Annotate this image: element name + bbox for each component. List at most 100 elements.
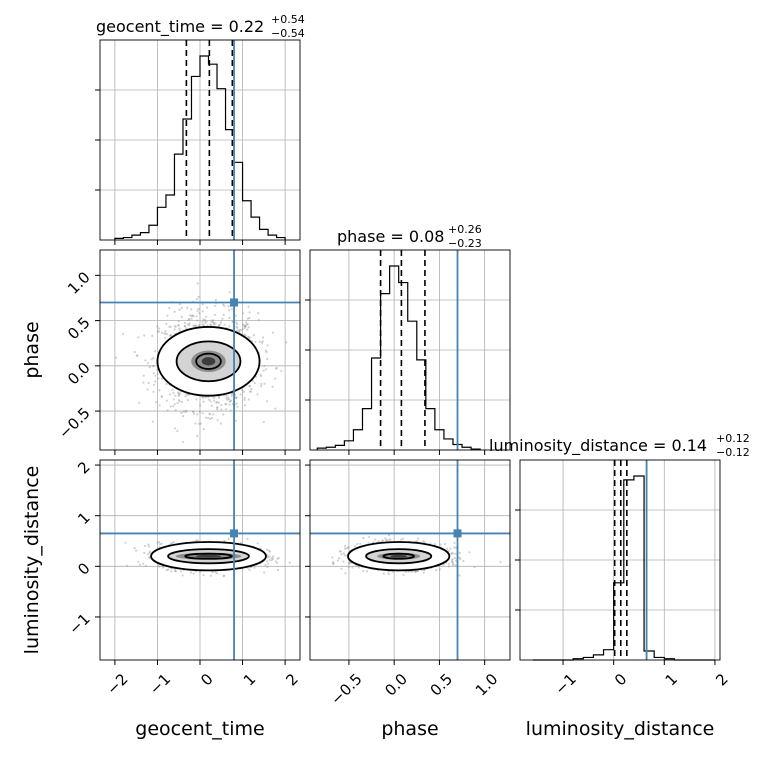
scatter-point bbox=[144, 564, 147, 568]
scatter-point bbox=[388, 538, 391, 541]
scatter-point bbox=[163, 332, 166, 335]
scatter-point bbox=[162, 566, 165, 569]
scatter-point bbox=[447, 549, 450, 552]
scatter-point bbox=[234, 419, 237, 422]
scatter-point bbox=[215, 401, 219, 404]
scatter-point bbox=[288, 561, 291, 564]
scatter-point bbox=[230, 395, 233, 398]
scatter-point bbox=[159, 543, 162, 546]
scatter-point bbox=[165, 399, 168, 402]
scatter-point bbox=[169, 334, 172, 337]
scatter-point bbox=[202, 574, 205, 577]
scatter-point bbox=[178, 392, 181, 395]
scatter-point bbox=[190, 314, 193, 318]
scatter-point bbox=[158, 389, 161, 392]
scatter-point bbox=[202, 400, 205, 403]
scatter-point bbox=[180, 315, 183, 319]
scatter-point bbox=[243, 396, 246, 399]
scatter-point bbox=[212, 413, 215, 416]
scatter-point bbox=[227, 305, 230, 308]
scatter-point bbox=[221, 317, 224, 320]
scatter-point bbox=[177, 320, 180, 323]
scatter-point bbox=[188, 322, 191, 325]
scatter-point bbox=[174, 325, 177, 328]
scatter-point bbox=[219, 422, 222, 425]
scatter-point bbox=[198, 410, 201, 413]
scatter-point bbox=[256, 393, 259, 396]
scatter-point bbox=[173, 310, 176, 313]
scatter-point bbox=[171, 541, 174, 545]
scatter-point bbox=[336, 559, 339, 562]
scatter-point bbox=[458, 574, 461, 577]
scatter-point bbox=[172, 391, 175, 394]
scatter-point bbox=[138, 563, 141, 566]
scatter-point bbox=[165, 569, 168, 572]
scatter-point bbox=[332, 561, 335, 564]
x-tick-label-geocent_time-0: −2 bbox=[103, 670, 131, 698]
scatter-point bbox=[223, 539, 226, 543]
scatter-point bbox=[451, 559, 454, 562]
scatter-point bbox=[247, 305, 250, 308]
scatter-point bbox=[191, 314, 194, 317]
scatter-point bbox=[194, 324, 198, 327]
scatter-point bbox=[178, 308, 181, 311]
x-tick-label-phase-1: 0.0 bbox=[381, 670, 411, 700]
scatter-point bbox=[210, 417, 214, 420]
scatter-point bbox=[245, 321, 248, 324]
scatter-point bbox=[246, 328, 249, 331]
scatter-point bbox=[204, 396, 207, 399]
scatter-point bbox=[195, 398, 198, 401]
scatter-point bbox=[332, 562, 335, 565]
scatter-point bbox=[172, 541, 175, 544]
scatter-point bbox=[262, 369, 265, 372]
scatter-point bbox=[280, 369, 283, 373]
scatter-point bbox=[338, 550, 341, 553]
scatter-point bbox=[262, 421, 265, 424]
scatter-point bbox=[389, 538, 392, 541]
scatter-point bbox=[248, 337, 251, 340]
scatter-point bbox=[168, 334, 171, 337]
scatter-point bbox=[164, 336, 167, 339]
scatter-point bbox=[381, 539, 385, 542]
scatter-point bbox=[339, 550, 342, 553]
scatter-point bbox=[202, 318, 205, 321]
scatter-point bbox=[143, 544, 147, 548]
scatter-point bbox=[193, 324, 196, 327]
scatter-point bbox=[178, 394, 181, 397]
scatter-point bbox=[169, 542, 173, 545]
xlabel-geocent-time: geocent_time bbox=[135, 718, 264, 740]
scatter-point bbox=[205, 315, 208, 318]
scatter-point bbox=[236, 405, 239, 408]
title-geocent-time-plus: +0.54 bbox=[271, 13, 305, 26]
scatter-point bbox=[137, 401, 141, 404]
scatter-point bbox=[260, 385, 263, 388]
scatter-point bbox=[402, 573, 405, 577]
title-phase-minus: −0.23 bbox=[448, 237, 482, 250]
scatter-point bbox=[133, 547, 136, 550]
scatter-point bbox=[270, 556, 273, 560]
contour-luminosity_distance_vs_phase-1 bbox=[365, 548, 433, 565]
scatter-point bbox=[165, 382, 168, 386]
scatter-point bbox=[166, 409, 169, 412]
scatter-point bbox=[337, 557, 341, 560]
scatter-point bbox=[223, 323, 226, 326]
scatter-point bbox=[245, 323, 248, 326]
scatter-point bbox=[377, 540, 380, 543]
scatter-point bbox=[416, 569, 420, 573]
scatter-point bbox=[499, 560, 502, 564]
scatter-point bbox=[266, 565, 269, 569]
scatter-point bbox=[192, 315, 195, 318]
contour-luminosity_distance_vs_phase-2 bbox=[347, 541, 451, 572]
scatter-point bbox=[196, 434, 199, 438]
scatter-point bbox=[196, 539, 199, 542]
scatter-point bbox=[222, 313, 225, 317]
scatter-point bbox=[422, 571, 425, 574]
scatter-point bbox=[217, 324, 220, 327]
scatter-point bbox=[453, 556, 456, 560]
scatter-point bbox=[348, 562, 351, 565]
scatter-point bbox=[146, 388, 149, 391]
scatter-point bbox=[451, 552, 454, 555]
scatter-point bbox=[435, 568, 438, 572]
scatter-point bbox=[204, 319, 207, 322]
scatter-point bbox=[187, 318, 190, 321]
